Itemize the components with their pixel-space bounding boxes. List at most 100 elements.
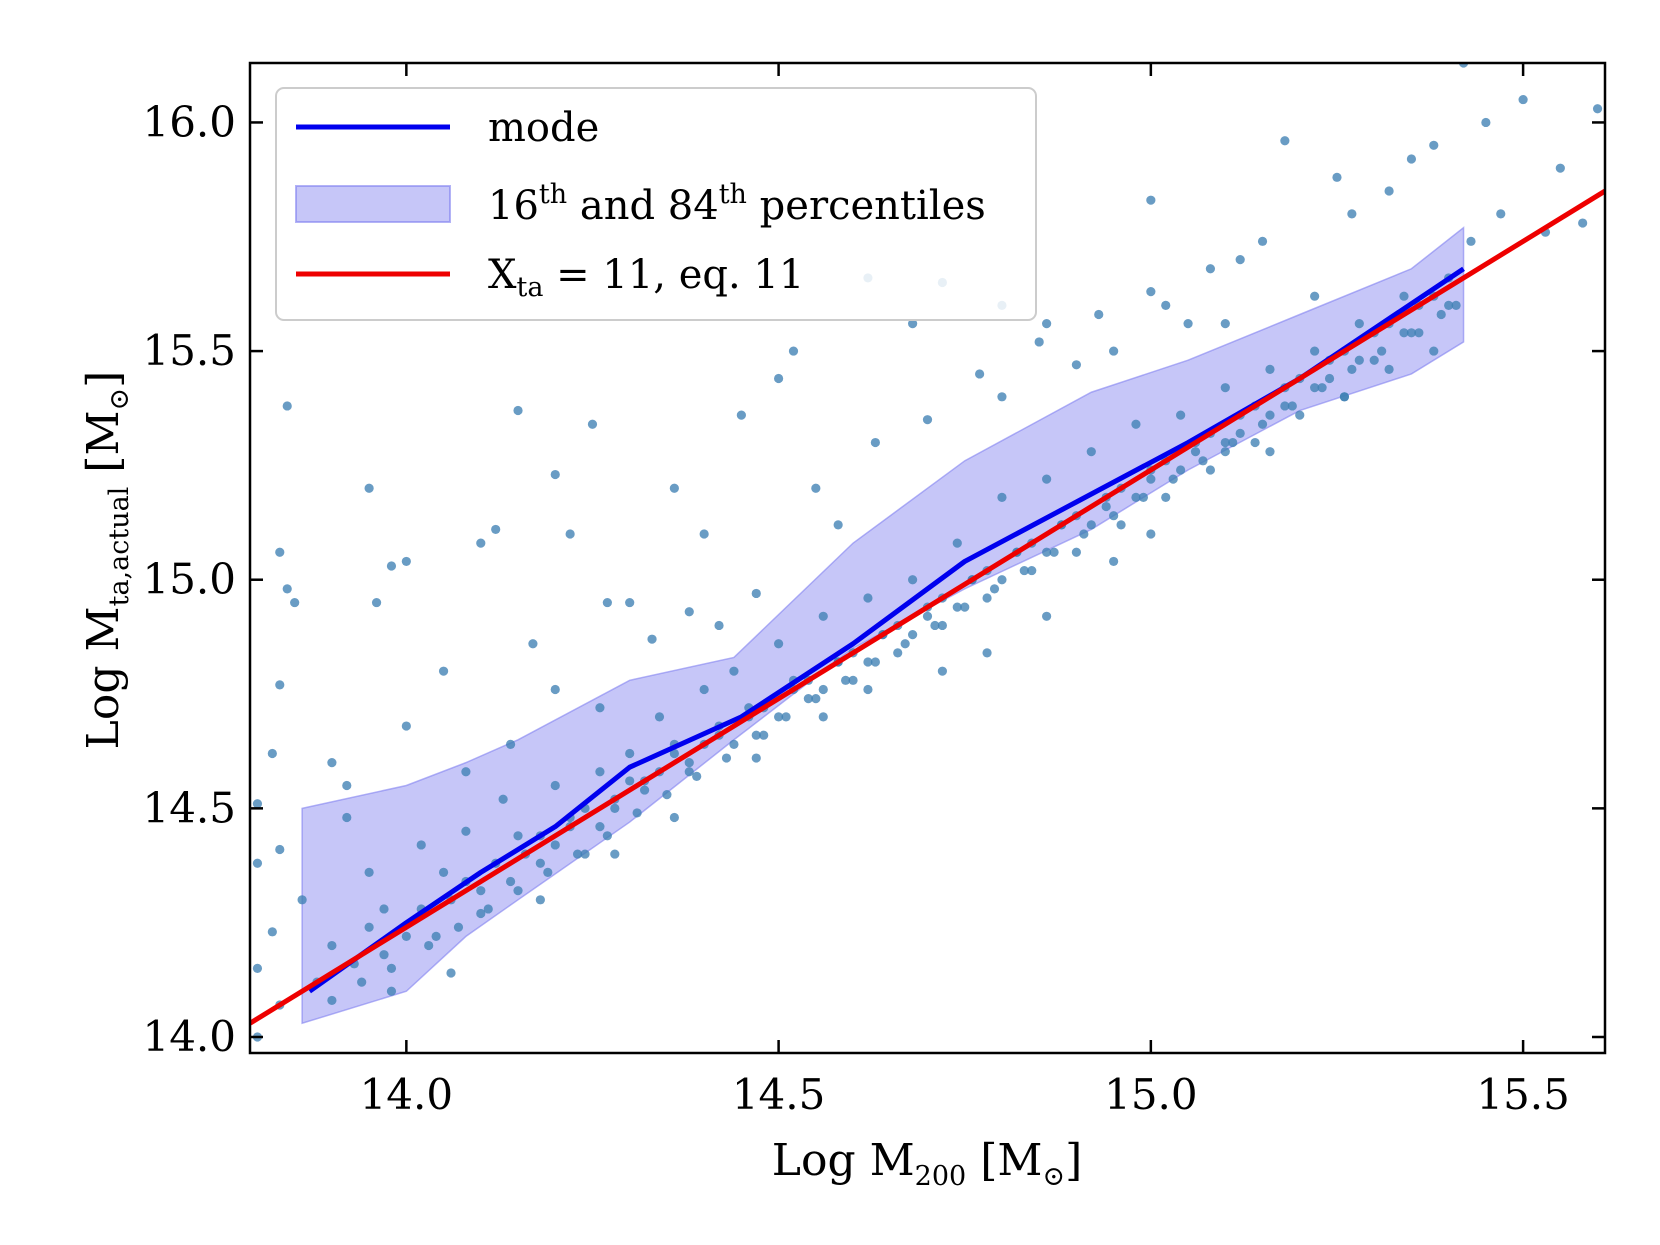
scatter-point xyxy=(1429,140,1439,150)
scatter-point xyxy=(275,547,285,557)
scatter-point xyxy=(1019,565,1029,576)
scatter-point xyxy=(371,597,382,608)
scatter-point xyxy=(930,620,940,631)
mode-line xyxy=(308,266,1465,994)
scatter-point xyxy=(1235,255,1245,265)
scatter-point xyxy=(379,904,389,914)
scatter-point xyxy=(908,575,918,585)
percentile-band-layer xyxy=(301,226,1465,1025)
scatter-point xyxy=(729,739,739,749)
scatter-point xyxy=(1042,547,1052,557)
scatter-point xyxy=(275,680,285,690)
scatter-point xyxy=(625,748,635,759)
scatter-point xyxy=(342,780,352,791)
scatter-point xyxy=(1228,437,1238,448)
scatter-point xyxy=(1071,360,1082,370)
scatter-point xyxy=(952,602,962,612)
scatter-point xyxy=(975,369,985,379)
scatter-point xyxy=(595,767,605,777)
y-tick-label: 14.5 xyxy=(142,783,236,832)
scatter-point xyxy=(1176,465,1186,475)
scatter-point xyxy=(692,771,702,781)
scatter-point xyxy=(1399,328,1409,338)
scatter-point xyxy=(937,620,947,631)
scatter-point xyxy=(1451,300,1461,310)
scatter-point xyxy=(960,602,970,612)
scatter-point xyxy=(401,931,411,941)
scatter-point xyxy=(1176,410,1186,420)
scatter-point xyxy=(997,492,1007,503)
scatter-point xyxy=(1190,447,1201,457)
scatter-point xyxy=(654,712,665,722)
scatter-point xyxy=(1220,319,1230,329)
scatter-point xyxy=(863,593,873,603)
scatter-point xyxy=(401,721,411,731)
scatter-point xyxy=(870,437,880,448)
scatter-point xyxy=(1220,383,1230,393)
scatter-point xyxy=(773,712,784,722)
scatter-point xyxy=(1287,401,1297,411)
x-tick-label: 15.5 xyxy=(1476,1070,1570,1119)
scatter-point xyxy=(773,639,784,649)
scatter-point xyxy=(952,538,962,548)
y-tick-label: 15.0 xyxy=(142,555,236,604)
scatter-point xyxy=(1339,392,1350,402)
scatter-point xyxy=(811,694,821,704)
scatter-point xyxy=(476,538,486,548)
scatter-point xyxy=(453,922,464,932)
scatter-point xyxy=(1109,556,1119,567)
scatter-point xyxy=(602,831,612,841)
y-tick-label: 14.0 xyxy=(142,1012,236,1061)
scatter-point xyxy=(773,373,784,384)
scatter-point xyxy=(803,694,813,704)
scatter-point xyxy=(863,657,873,667)
scatter-point xyxy=(505,739,516,749)
scatter-point xyxy=(386,963,397,974)
scatter-point xyxy=(699,529,709,539)
scatter-point xyxy=(1481,117,1491,128)
scatter-point xyxy=(647,634,657,644)
scatter-point xyxy=(1384,364,1394,374)
scatter-point xyxy=(997,575,1007,585)
scatter-point xyxy=(438,867,449,877)
scatter-point xyxy=(1265,410,1275,420)
scatter-point xyxy=(1436,309,1446,320)
scatter-point xyxy=(1518,94,1528,105)
scatter-point xyxy=(1317,383,1327,393)
scatter-point xyxy=(550,780,560,791)
scatter-point xyxy=(922,415,933,425)
scatter-point xyxy=(446,968,456,978)
scatter-point xyxy=(1406,328,1417,338)
scatter-point xyxy=(267,927,277,937)
scatter-point xyxy=(788,346,799,356)
scatter-point xyxy=(1347,209,1357,219)
scatter-point xyxy=(751,588,761,599)
scatter-point xyxy=(461,826,471,836)
scatter-point xyxy=(252,858,263,868)
scatter-point xyxy=(937,666,947,676)
scatter-point xyxy=(1042,319,1052,329)
scatter-point xyxy=(863,684,873,695)
scatter-point xyxy=(1049,547,1059,557)
scatter-point xyxy=(1146,195,1156,205)
scatter-point xyxy=(684,767,694,777)
scatter-point xyxy=(1079,529,1089,539)
scatter-point xyxy=(818,684,828,695)
scatter-point xyxy=(1399,291,1409,301)
scatter-point xyxy=(1205,264,1216,274)
scatter-point xyxy=(1310,291,1320,301)
scatter-point xyxy=(1094,309,1104,320)
scatter-point xyxy=(759,730,769,740)
scatter-point xyxy=(1496,209,1506,219)
scatter-point xyxy=(662,790,672,800)
scatter-point xyxy=(535,895,545,905)
eq11-line xyxy=(250,188,1605,1026)
scatter-point xyxy=(1265,364,1275,374)
scatter-point xyxy=(327,940,337,951)
scatter-point xyxy=(1161,492,1171,503)
scatter-point xyxy=(1280,136,1290,146)
scatter-point xyxy=(1235,428,1245,438)
scatter-point xyxy=(357,977,367,987)
legend-mode-label: mode xyxy=(488,105,599,151)
scatter-point xyxy=(1116,520,1126,530)
